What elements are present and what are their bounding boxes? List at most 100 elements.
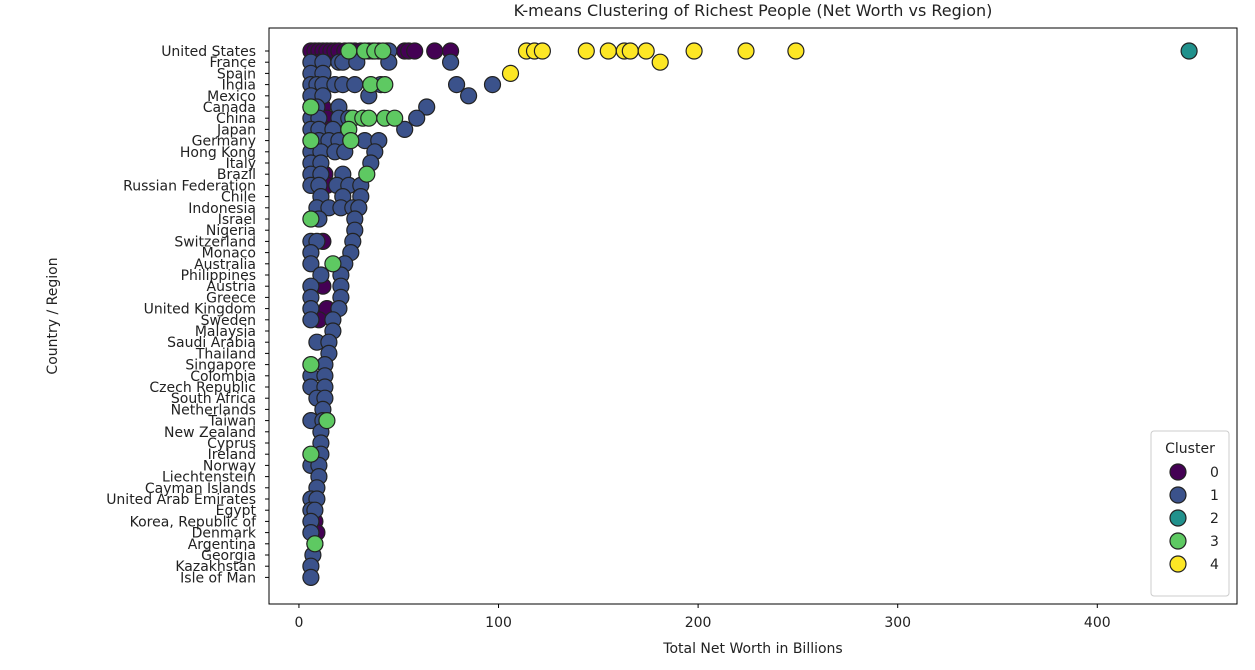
chart-title: K-means Clustering of Richest People (Ne… — [514, 1, 993, 20]
data-point-cluster-3 — [358, 165, 376, 183]
x-tick-label: 100 — [485, 615, 512, 631]
scatter-points — [302, 42, 1198, 587]
y-tick-label: Isle of Man — [180, 570, 256, 586]
data-point-cluster-3 — [318, 412, 336, 430]
legend-label: 0 — [1210, 465, 1219, 481]
y-tick-label: Nigeria — [206, 223, 256, 239]
data-point-cluster-1 — [302, 255, 320, 273]
y-tick-label: Singapore — [185, 358, 256, 374]
legend-items: 0 1 2 3 4 — [1169, 463, 1219, 573]
data-point-cluster-3 — [306, 535, 324, 553]
data-point-cluster-1 — [460, 87, 478, 105]
data-point-cluster-3 — [302, 98, 320, 116]
y-tick-label: Sweden — [201, 313, 256, 329]
data-point-cluster-1 — [302, 311, 320, 329]
y-tick-label: Cyprus — [207, 436, 256, 452]
y-tick-label: United States — [161, 44, 256, 60]
y-tick-label: Malaysia — [195, 324, 256, 340]
y-tick-label: Greece — [206, 290, 256, 306]
y-tick-label: Ireland — [208, 447, 256, 463]
legend-marker — [1169, 463, 1187, 481]
plot-frame — [268, 27, 1238, 605]
data-point-cluster-3 — [386, 109, 404, 127]
data-point-cluster-1 — [346, 75, 364, 94]
data-point-cluster-3 — [360, 109, 378, 127]
data-point-cluster-3 — [302, 132, 320, 150]
y-tick-label: Georgia — [201, 548, 256, 564]
data-point-cluster-3 — [340, 42, 358, 60]
data-point-cluster-1 — [442, 53, 460, 71]
y-tick-label: Monaco — [202, 246, 256, 262]
data-point-cluster-1 — [408, 109, 426, 127]
y-tick-label: Indonesia — [188, 201, 256, 217]
data-point-cluster-3 — [302, 445, 320, 463]
data-point-cluster-1 — [302, 568, 320, 587]
y-tick-label: Egypt — [216, 503, 257, 519]
data-point-cluster-3 — [324, 255, 342, 273]
data-point-cluster-3 — [302, 356, 320, 374]
data-point-cluster-4 — [599, 42, 617, 60]
data-point-cluster-4 — [637, 42, 655, 60]
y-tick-label: Japan — [216, 122, 256, 138]
y-tick-label: Cayman Islands — [145, 481, 256, 497]
y-tick-label: Liechtenstein — [162, 470, 256, 486]
y-tick-label: Czech Republic — [149, 380, 256, 396]
y-tick-label: Russian Federation — [123, 178, 256, 194]
data-point-cluster-4 — [621, 42, 639, 60]
y-tick-label: Brazil — [217, 167, 256, 183]
y-tick-label: Italy — [226, 156, 256, 172]
legend-label: 3 — [1210, 534, 1219, 550]
data-point-cluster-2 — [1180, 42, 1198, 60]
y-tick-label: India — [222, 78, 256, 94]
y-tick-label: Philippines — [181, 268, 256, 284]
y-tick-label: Denmark — [192, 526, 257, 542]
y-tick-label: Austria — [207, 279, 256, 295]
y-tick-label: Netherlands — [171, 402, 256, 418]
y-tick-label: Germany — [192, 134, 256, 150]
data-point-cluster-4 — [533, 42, 552, 60]
y-tick-label: Switzerland — [174, 234, 256, 250]
y-tick-label: Taiwan — [207, 414, 256, 430]
legend-title: Cluster — [1165, 441, 1215, 457]
y-tick-label: Canada — [203, 100, 256, 116]
data-point-cluster-3 — [376, 75, 394, 94]
y-tick-label: Kazakhstan — [175, 559, 256, 575]
y-tick-label: Norway — [203, 458, 256, 474]
x-axis-label: Total Net Worth in Billions — [662, 641, 842, 657]
y-tick-label: Saudi Arabia — [167, 335, 256, 351]
data-point-cluster-3 — [302, 210, 320, 228]
data-point-cluster-4 — [577, 42, 595, 60]
data-point-cluster-3 — [374, 42, 392, 60]
x-tick-label: 200 — [685, 615, 712, 631]
y-tick-label: New Zealand — [164, 425, 256, 441]
y-tick-label: Mexico — [207, 89, 256, 105]
y-tick-label: France — [209, 55, 256, 71]
data-point-cluster-1 — [396, 120, 414, 138]
legend-marker — [1169, 509, 1187, 527]
y-tick-label: Colombia — [190, 369, 256, 385]
data-point-cluster-1 — [448, 75, 466, 94]
legend-label: 2 — [1210, 511, 1219, 527]
legend-marker — [1169, 555, 1187, 573]
y-tick-label: Korea, Republic of — [130, 514, 257, 530]
y-tick-label: United Arab Emirates — [106, 492, 256, 508]
legend-label: 4 — [1210, 557, 1219, 573]
data-point-cluster-4 — [651, 53, 669, 71]
y-axis: United StatesFranceSpainIndiaMexicoCanad… — [106, 44, 269, 586]
y-tick-label: Hong Kong — [180, 145, 256, 161]
data-point-cluster-4 — [501, 64, 520, 83]
data-point-cluster-0 — [406, 42, 424, 60]
y-tick-label: South Africa — [171, 391, 256, 407]
y-tick-label: Argentina — [188, 537, 256, 553]
data-point-cluster-4 — [685, 42, 703, 60]
y-tick-label: Thailand — [195, 346, 256, 362]
data-point-cluster-4 — [787, 42, 805, 60]
data-point-cluster-1 — [483, 75, 502, 94]
y-tick-label: Chile — [221, 190, 256, 206]
data-point-cluster-1 — [418, 98, 436, 116]
y-tick-label: China — [216, 111, 256, 127]
data-point-cluster-0 — [426, 42, 444, 60]
x-axis: 0 100 200 300 400 — [294, 604, 1111, 631]
legend-marker — [1169, 486, 1187, 504]
